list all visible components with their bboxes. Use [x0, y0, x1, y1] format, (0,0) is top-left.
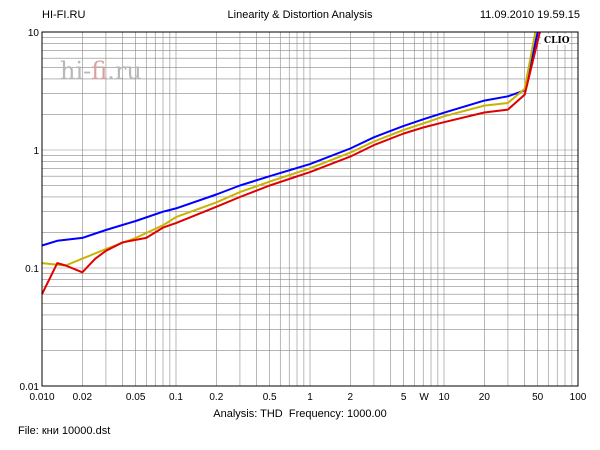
watermark-prefix: hi-: [60, 57, 91, 85]
file-value: кни 10000.dst: [41, 425, 111, 437]
timestamp: 11.09.2010 19.59.15: [479, 9, 580, 21]
clio-badge: CLIO: [544, 36, 570, 46]
chart-grid: [42, 32, 578, 386]
x-tick-label: 0.2: [209, 392, 223, 403]
y-tick-label: 10: [28, 28, 40, 39]
watermark-accent: fi: [91, 57, 107, 85]
plot-frame: [41, 31, 579, 387]
series-line-1: [41, 31, 539, 247]
series-line-2: [41, 31, 537, 267]
x-tick-label: 5: [401, 392, 407, 403]
analysis-label: Analysis:: [213, 408, 258, 420]
x-tick-label: 1: [307, 392, 313, 403]
file-info: File: кни 10000.dst: [18, 425, 110, 437]
y-axis-ticks: 0.01 0.1 1 10: [20, 28, 40, 393]
frequency-value: 1000.00: [346, 408, 387, 420]
frequency-label: Frequency:: [288, 408, 344, 420]
y-tick-label: 0.01: [20, 382, 40, 393]
x-tick-label: 20: [479, 392, 491, 403]
brand-label: HI-FI.RU: [42, 9, 86, 21]
x-axis-ticks: 0.010 0.02 0.05 0.1 0.2 0.5 1 2 5 W 10 20 50 100: [29, 392, 586, 403]
chart-series: [41, 31, 541, 295]
x-tick-label: 0.1: [169, 392, 183, 403]
x-tick-label: 0.05: [126, 392, 146, 403]
x-tick-label: 0.5: [263, 392, 277, 403]
x-tick-label: W: [419, 392, 429, 403]
x-tick-label: 10: [438, 392, 450, 403]
y-tick-label: 0.1: [25, 264, 39, 275]
chart-title: Linearity & Distortion Analysis: [227, 9, 373, 21]
analysis-info: Analysis: THD Frequency: 1000.00: [213, 408, 386, 420]
x-tick-label: 0.02: [73, 392, 93, 403]
x-tick-label: 100: [570, 392, 587, 403]
file-label: File:: [18, 425, 39, 437]
y-tick-label: 1: [33, 146, 39, 157]
series-line-3: [41, 31, 541, 295]
x-tick-label: 50: [532, 392, 544, 403]
x-tick-label: 2: [348, 392, 354, 403]
clio-badge-bg: [541, 34, 569, 45]
analysis-value: THD: [260, 408, 283, 420]
x-tick-label: 0.010: [29, 392, 54, 403]
watermark-suffix: .ru: [107, 57, 142, 85]
watermark: hi-fi.ru: [60, 57, 142, 85]
